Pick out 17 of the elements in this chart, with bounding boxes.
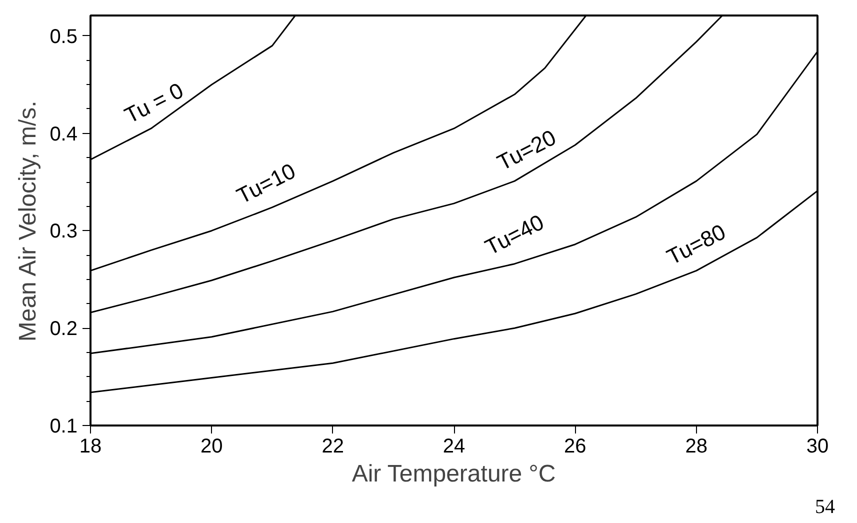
y-tick-label: 0.4 xyxy=(50,123,78,146)
y-tick-label: 0.1 xyxy=(50,416,78,438)
x-tick-label: 26 xyxy=(564,436,586,458)
y-tick-label: 0.5 xyxy=(50,26,78,48)
text: 54 xyxy=(815,495,835,519)
y-axis-title: Mean Air Velocity, m/s. xyxy=(14,100,42,342)
y-tick-label: 0.3 xyxy=(50,220,78,243)
legend-label: Tu = 0 xyxy=(120,78,188,128)
x-tick-label: 20 xyxy=(200,436,223,458)
x-tick-label: 28 xyxy=(685,436,708,458)
x-axis-title: Air Temperature °C xyxy=(352,460,556,488)
text: Tu=10 xyxy=(232,158,300,209)
x-tick-label: 22 xyxy=(322,436,344,458)
y-tick-label: 0.2 xyxy=(50,318,78,340)
x-tick-label: 24 xyxy=(442,436,466,458)
x-tick-label: 30 xyxy=(806,436,829,458)
x-tick-label: 18 xyxy=(79,436,102,458)
